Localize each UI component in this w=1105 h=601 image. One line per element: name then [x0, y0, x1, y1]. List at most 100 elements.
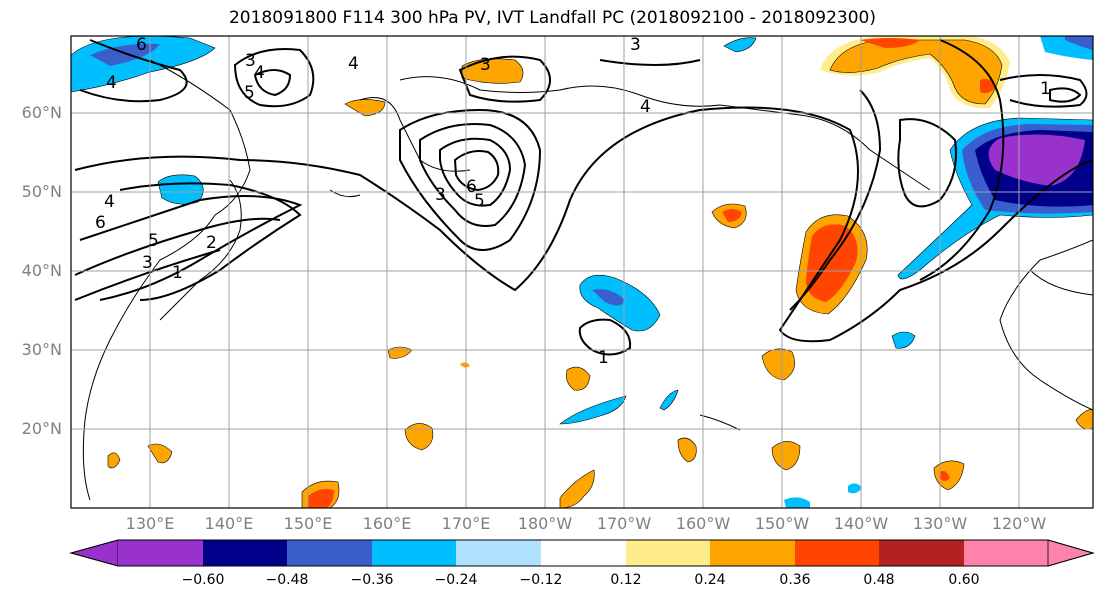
contour-label: 5 — [474, 191, 485, 211]
positive-anomaly-blob — [806, 224, 858, 302]
lat-label: 30°N — [21, 340, 62, 359]
colorbar-segment — [372, 540, 456, 566]
positive-anomaly-blob — [404, 423, 434, 451]
contour-label: 1 — [598, 348, 609, 368]
colorbar-tick-label: 0.36 — [779, 572, 811, 588]
colorbar-segment — [287, 540, 372, 566]
lon-label: 120°W — [991, 514, 1047, 533]
colorbar-segment — [456, 540, 541, 566]
map-plot-area: 3 4 5 3 4 3 4 6 3 6 5 4 2 5 1 3 6 4 1 1 — [71, 35, 1093, 508]
negative-anomaly-blob — [1065, 36, 1093, 50]
positive-anomaly-blob — [1075, 409, 1093, 430]
positive-anomaly-blob — [940, 470, 950, 481]
contour-label: 6 — [466, 177, 477, 197]
colorbar-segment — [710, 540, 795, 566]
lat-label: 20°N — [21, 419, 62, 438]
colorbar-segment — [118, 540, 203, 566]
contour-label: 4 — [254, 63, 265, 83]
contour-label: 4 — [104, 192, 115, 212]
lat-label: 50°N — [21, 182, 62, 201]
colorbar — [69, 539, 1095, 567]
contour-label: 3 — [480, 55, 491, 75]
colorbar-tick-label: −0.60 — [181, 572, 225, 588]
colorbar-tick-label: −0.24 — [434, 572, 478, 588]
positive-anomaly-blob — [761, 348, 795, 381]
lon-label: 140°E — [204, 514, 254, 533]
map-title: 2018091800 F114 300 hPa PV, IVT Landfall… — [228, 8, 876, 28]
colorbar-tick-label: 0.60 — [948, 572, 980, 588]
positive-anomaly-blob — [387, 346, 413, 359]
positive-anomaly-blob — [566, 366, 591, 391]
lon-label: 150°E — [283, 514, 333, 533]
plot-frame — [70, 35, 1094, 509]
negative-anomaly-blob — [659, 389, 679, 411]
negative-anomaly-blob — [891, 331, 916, 349]
negative-anomaly-blob — [848, 483, 862, 494]
contour-label: 1 — [1040, 79, 1051, 99]
positive-anomaly-blob — [460, 362, 470, 368]
lon-label: 160°W — [675, 514, 731, 533]
pv-contours — [74, 39, 1093, 356]
colorbar-segment — [626, 540, 710, 566]
colorbar-extend-low — [69, 539, 119, 567]
contour-label: 2 — [206, 233, 217, 253]
positive-anomaly-blob — [722, 209, 742, 222]
positive-anomaly-blob — [771, 441, 801, 471]
contour-label: 6 — [95, 213, 106, 233]
contour-label: 5 — [148, 231, 159, 251]
lat-label: 60°N — [21, 103, 62, 122]
lon-label: 180°W — [517, 514, 573, 533]
positive-anomaly-blob — [677, 437, 697, 463]
lon-label: 160°E — [362, 514, 412, 533]
positive-anomaly-blob — [107, 452, 121, 469]
positive-anomaly-blob — [308, 488, 334, 508]
colorbar-segment — [541, 540, 626, 566]
lon-label: 170°E — [441, 514, 491, 533]
contour-label: 5 — [244, 83, 255, 103]
contour-label: 4 — [348, 54, 359, 74]
colorbar-segment — [795, 540, 879, 566]
positive-anomaly-blob — [829, 39, 1003, 105]
contour-label: 3 — [245, 51, 256, 71]
negative-anomaly-blob — [988, 134, 1085, 186]
colorbar-tick-label: −0.48 — [265, 572, 309, 588]
colorbar-tick-label: −0.12 — [519, 572, 563, 588]
colorbar-segment — [964, 540, 1048, 566]
colorbar-tick-label: −0.36 — [350, 572, 394, 588]
ivt-shading — [71, 36, 1093, 508]
contour-label: 6 — [136, 35, 147, 55]
lon-label: 150°W — [754, 514, 810, 533]
negative-anomaly-blob — [559, 395, 627, 425]
lon-label: 170°W — [596, 514, 652, 533]
contour-label: 3 — [630, 35, 641, 55]
colorbar-tick-label: 0.24 — [694, 572, 726, 588]
negative-anomaly-blob — [592, 289, 625, 306]
colorbar-segment — [203, 540, 287, 566]
lon-label: 130°W — [912, 514, 968, 533]
negative-anomaly-blob — [723, 37, 757, 53]
positive-anomaly-blob — [559, 469, 595, 508]
positive-anomaly-blob — [147, 443, 173, 464]
contour-label: 3 — [435, 185, 446, 205]
colorbar-segment — [879, 540, 964, 566]
contour-label: 3 — [142, 253, 153, 273]
negative-anomaly-blob — [90, 43, 160, 66]
contour-label: 4 — [640, 97, 651, 117]
positive-anomaly-blob — [344, 99, 386, 117]
colorbar-tick-label: 0.12 — [610, 572, 642, 588]
lon-label: 140°W — [833, 514, 889, 533]
positive-anomaly-blob — [461, 58, 524, 84]
contour-labels: 3 4 5 3 4 3 4 6 3 6 5 4 2 5 1 3 6 4 1 1 — [95, 35, 1051, 368]
colorbar-outline — [69, 539, 1095, 567]
negative-anomaly-blob — [784, 497, 810, 508]
graticule — [71, 36, 1093, 508]
colorbar-tick-label: 0.48 — [863, 572, 895, 588]
contour-label: 4 — [106, 73, 117, 93]
colorbar-extend-high — [1047, 539, 1095, 567]
lat-label: 40°N — [21, 261, 62, 280]
positive-anomaly-blob — [980, 78, 996, 94]
contour-label: 1 — [172, 263, 183, 283]
positive-anomaly-blob — [860, 38, 920, 48]
negative-anomaly-blob — [157, 174, 204, 205]
